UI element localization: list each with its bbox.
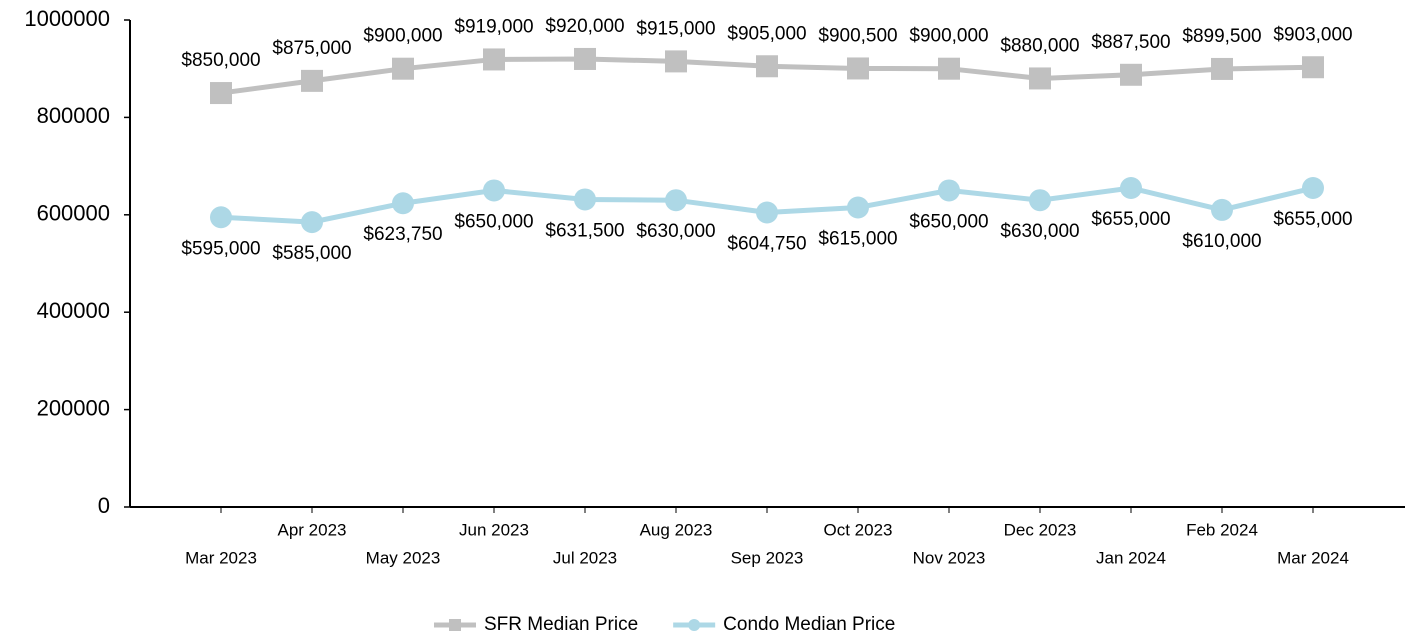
- marker: [665, 50, 687, 73]
- x-tick-label: Sep 2023: [731, 548, 804, 567]
- x-tick-label: Oct 2023: [824, 520, 893, 539]
- legend-marker: [449, 619, 461, 631]
- marker: [1029, 67, 1051, 90]
- value-label: $585,000: [272, 243, 351, 264]
- value-label: $610,000: [1182, 231, 1261, 252]
- marker: [301, 69, 323, 92]
- marker: [301, 211, 323, 234]
- value-label: $615,000: [818, 229, 897, 250]
- value-label: $850,000: [181, 50, 260, 71]
- marker: [574, 47, 596, 70]
- marker: [1211, 198, 1233, 221]
- x-tick-label: Aug 2023: [640, 520, 713, 539]
- marker: [210, 206, 232, 229]
- marker: [1120, 177, 1142, 200]
- value-label: $887,500: [1091, 32, 1170, 53]
- value-label: $655,000: [1091, 209, 1170, 230]
- marker: [1302, 177, 1324, 200]
- y-tick-label: 200000: [37, 395, 110, 420]
- value-label: $604,750: [727, 234, 806, 255]
- x-tick-label: Mar 2023: [185, 548, 257, 567]
- value-label: $899,500: [1182, 26, 1261, 47]
- legend-label: SFR Median Price: [484, 614, 638, 635]
- marker: [665, 189, 687, 212]
- marker: [847, 196, 869, 219]
- marker: [938, 179, 960, 202]
- value-label: $919,000: [454, 16, 533, 37]
- marker: [1302, 56, 1324, 79]
- value-label: $915,000: [636, 18, 715, 39]
- marker: [483, 179, 505, 202]
- y-tick-label: 1000000: [24, 6, 110, 31]
- x-tick-label: Apr 2023: [278, 520, 347, 539]
- value-label: $900,500: [818, 25, 897, 46]
- x-tick-label: Mar 2024: [1277, 548, 1349, 567]
- value-label: $650,000: [454, 211, 533, 232]
- y-tick-label: 600000: [37, 201, 110, 226]
- value-label: $880,000: [1000, 35, 1079, 56]
- value-label: $650,000: [909, 211, 988, 232]
- value-label: $900,000: [363, 26, 442, 47]
- marker: [1120, 63, 1142, 86]
- value-label: $905,000: [727, 23, 806, 44]
- value-label: $900,000: [909, 26, 988, 47]
- marker: [756, 201, 778, 224]
- y-tick-label: 400000: [37, 298, 110, 323]
- value-label: $903,000: [1273, 24, 1352, 45]
- marker: [938, 57, 960, 80]
- marker: [756, 55, 778, 78]
- x-tick-label: Jul 2023: [553, 548, 617, 567]
- y-tick-label: 800000: [37, 103, 110, 128]
- marker: [1029, 189, 1051, 212]
- legend-marker: [688, 619, 701, 631]
- value-label: $920,000: [545, 16, 624, 37]
- x-tick-label: Dec 2023: [1004, 520, 1077, 539]
- value-label: $595,000: [181, 238, 260, 259]
- value-label: $630,000: [636, 221, 715, 242]
- value-label: $623,750: [363, 224, 442, 245]
- marker: [847, 57, 869, 80]
- x-tick-label: May 2023: [366, 548, 441, 567]
- value-label: $875,000: [272, 38, 351, 59]
- value-label: $631,500: [545, 220, 624, 241]
- x-tick-label: Jun 2023: [459, 520, 529, 539]
- marker: [483, 48, 505, 71]
- value-label: $630,000: [1000, 221, 1079, 242]
- legend-label: Condo Median Price: [723, 614, 895, 635]
- marker: [1211, 57, 1233, 80]
- x-tick-label: Feb 2024: [1186, 520, 1258, 539]
- x-tick-label: Nov 2023: [913, 548, 986, 567]
- x-tick-label: Jan 2024: [1096, 548, 1166, 567]
- marker: [392, 57, 414, 80]
- marker: [210, 82, 232, 105]
- marker: [574, 188, 596, 211]
- value-label: $655,000: [1273, 209, 1352, 230]
- y-tick-label: 0: [98, 493, 110, 518]
- marker: [392, 192, 414, 215]
